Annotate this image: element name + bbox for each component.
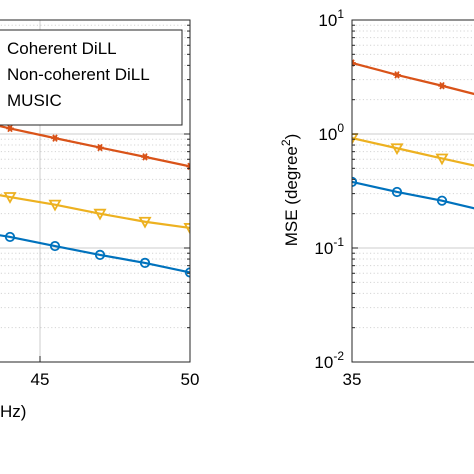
left-point-coherent-dill xyxy=(139,257,151,269)
left-point-non-coherent-dill xyxy=(141,153,149,161)
right-point-non-coherent-dill-dot xyxy=(439,83,445,89)
right-y-tick-label-exponent: -1 xyxy=(333,235,344,249)
legend-entry-coherent-dill: Coherent DiLL xyxy=(7,39,117,58)
left-point-non-coherent-dill xyxy=(51,134,59,142)
right-y-tick-label-exponent: -2 xyxy=(333,349,344,363)
right-axes xyxy=(351,19,474,363)
left-point-non-coherent-dill-dot xyxy=(142,154,148,160)
left-series-line-non-coherent-dill xyxy=(0,124,190,168)
left-point-non-coherent-dill-dot xyxy=(52,135,58,141)
right-point-music xyxy=(390,143,404,156)
left-point-non-coherent-dill-stroke xyxy=(187,162,190,169)
left-point-music xyxy=(48,199,62,212)
left-point-non-coherent-dill-dot xyxy=(97,145,103,150)
right-x-tick-label: 35 xyxy=(343,370,362,389)
right-y-axis-label-close: ) xyxy=(282,134,301,140)
right-point-non-coherent-dill-dot xyxy=(352,60,355,66)
legend-box xyxy=(0,29,183,126)
right-point-non-coherent-dill xyxy=(393,71,401,79)
right-y-axis-label-text: MSE (degree xyxy=(282,146,301,246)
right-series-line-non-coherent-dill xyxy=(352,61,474,96)
right-y-tick-label-base: 10 xyxy=(318,125,337,144)
left-point-coherent-dill xyxy=(4,231,16,243)
right-y-tick-label: 101 xyxy=(318,7,344,30)
legend-entry-non-coherent-dill: Non-coherent DiLL xyxy=(7,65,150,84)
left-point-coherent-dill xyxy=(184,267,190,278)
right-series-line-music xyxy=(352,137,474,167)
right-y-tick-label-base: 10 xyxy=(314,353,333,372)
right-series-group xyxy=(352,59,474,210)
left-x-tick-label: 45 xyxy=(31,370,50,389)
left-plot-panel: 45 50 Hz) Coherent DiLL Non-coherent DiLL… xyxy=(0,19,200,421)
right-y-tick-label: 100 xyxy=(318,121,344,144)
left-series-group xyxy=(0,124,190,278)
left-point-coherent-dill xyxy=(49,240,61,252)
left-point-non-coherent-dill xyxy=(6,124,14,133)
left-point-non-coherent-dill xyxy=(96,143,104,152)
right-point-music xyxy=(435,153,449,166)
right-point-coherent-dill xyxy=(352,176,358,188)
right-y-tick-label: 10-1 xyxy=(314,235,344,258)
right-y-tick-label-exponent: 1 xyxy=(337,7,344,21)
legend: Coherent DiLL Non-coherent DiLL MUSIC xyxy=(0,29,183,126)
left-x-tick-labels: 45 50 xyxy=(31,370,200,389)
left-axes xyxy=(0,19,191,363)
right-y-tick-label-base: 10 xyxy=(318,11,337,30)
left-point-music xyxy=(183,223,190,235)
right-point-coherent-dill xyxy=(391,186,403,198)
left-x-axis-label: Hz) xyxy=(0,402,26,421)
right-point-non-coherent-dill-dot xyxy=(394,72,400,78)
right-y-axis-label: MSE (degree2) xyxy=(279,134,301,247)
left-point-music xyxy=(138,216,152,229)
right-y-tick-label: 10-2 xyxy=(314,349,344,372)
left-x-tick-label: 50 xyxy=(181,370,200,389)
right-grid xyxy=(351,19,474,363)
left-point-music xyxy=(93,208,107,221)
right-x-tick-labels: 35 xyxy=(343,370,362,389)
right-y-tick-label-exponent: 0 xyxy=(337,121,344,135)
right-axes-box xyxy=(351,19,474,363)
legend-entry-music: MUSIC xyxy=(7,91,62,110)
right-point-non-coherent-dill xyxy=(438,82,446,90)
left-point-non-coherent-dill-dot xyxy=(7,125,13,131)
right-y-tick-label-base: 10 xyxy=(314,239,333,258)
left-series-line-music xyxy=(0,194,190,230)
right-point-non-coherent-dill-stroke xyxy=(352,59,355,65)
left-point-coherent-dill xyxy=(94,249,106,260)
right-point-music xyxy=(352,133,359,145)
right-series-line-coherent-dill xyxy=(352,180,474,210)
right-y-axis-label-superscript: 2 xyxy=(279,139,293,146)
left-series-line-coherent-dill xyxy=(0,234,190,274)
left-point-music xyxy=(3,192,17,204)
left-axes-box xyxy=(0,19,191,363)
left-point-non-coherent-dill-dot xyxy=(187,163,190,169)
right-point-coherent-dill xyxy=(436,195,448,206)
